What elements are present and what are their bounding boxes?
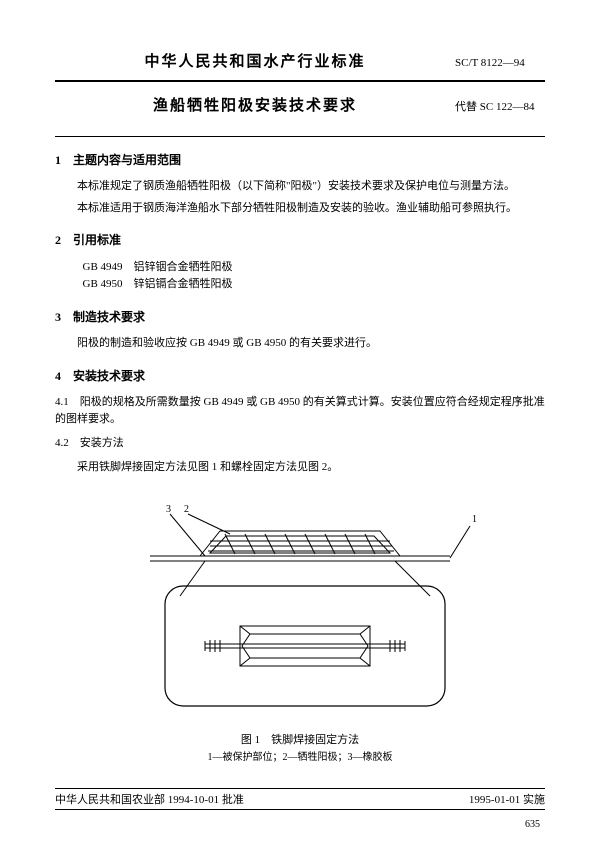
replaces-code: 代替 SC 122—84 [455,99,545,117]
section-4-2-p: 采用铁脚焊接固定方法见图 1 和螺栓固定方法见图 2。 [55,459,545,477]
figure-1: 2 3 1 [55,486,545,766]
ref-1-name: 铝锌铟合金牺牲阳极 [134,261,233,273]
rule-top [55,80,545,82]
ref-item-2: GB 4950 锌铝镉合金牺牲阳极 [83,276,546,294]
page-number: 635 [525,819,540,830]
doc-title: 渔船牺牲阳极安装技术要求 [55,94,455,118]
section-4-2-heading: 4.2 安装方法 [55,435,545,453]
ref-2-name: 锌铝镉合金牺牲阳极 [134,278,233,290]
ref-2-code: GB 4950 [83,278,123,290]
section-4-1: 4.1 阳极的规格及所需数量按 GB 4949 或 GB 4950 的有关算式计… [55,394,545,429]
footer-approve: 中华人民共和国农业部 1994-10-01 批准 [55,791,244,807]
standard-org: 中华人民共和国水产行业标准 [55,50,455,74]
fig-label-2: 2 [184,504,189,515]
footer-effective: 1995-01-01 实施 [469,791,545,807]
fig-label-3: 3 [166,504,171,515]
fig-label-1: 1 [472,514,477,525]
section-3-heading: 3 制造技术要求 [55,308,545,327]
footer-bar: 中华人民共和国农业部 1994-10-01 批准 1995-01-01 实施 [55,788,545,810]
section-4-heading: 4 安装技术要求 [55,367,545,386]
section-1-p1: 本标准规定了钢质渔船牺牲阳极（以下简称"阳极"）安装技术要求及保护电位与测量方法… [55,178,545,196]
rule-below-title [55,136,545,137]
standard-code: SC/T 8122—94 [455,55,545,73]
section-2-heading: 2 引用标准 [55,231,545,250]
section-1-p2: 本标准适用于钢质海洋渔船水下部分牺牲阳极制造及安装的验收。渔业辅助船可参照执行。 [55,200,545,218]
section-1-heading: 1 主题内容与适用范围 [55,151,545,170]
ref-1-code: GB 4949 [83,261,123,273]
figure-1-caption: 图 1 铁脚焊接固定方法 [55,732,545,750]
figure-1-legend: 1—被保护部位；2—牺牲阳极；3—橡胶板 [55,750,545,766]
section-3-p1: 阳极的制造和验收应按 GB 4949 或 GB 4950 的有关要求进行。 [55,335,545,353]
ref-item-1: GB 4949 铝锌铟合金牺牲阳极 [83,259,546,277]
